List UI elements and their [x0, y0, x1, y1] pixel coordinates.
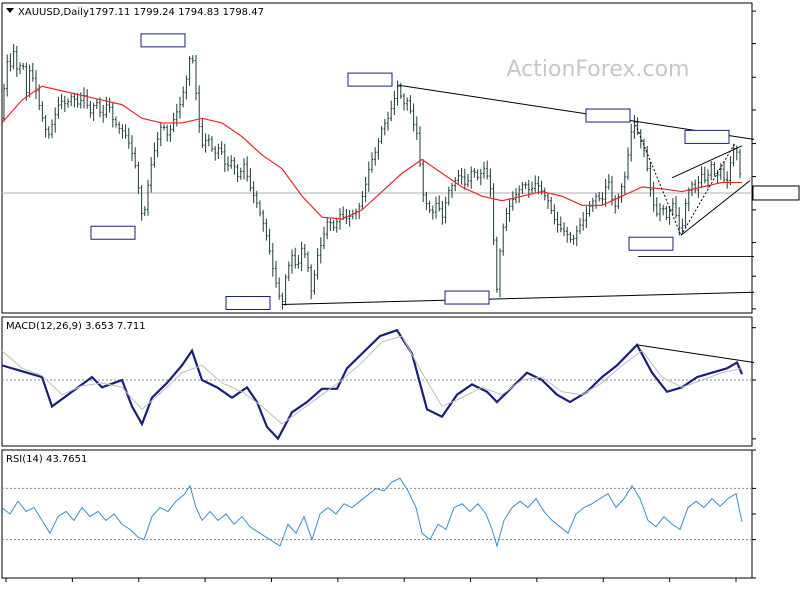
- panel-frame-0: [1, 2, 753, 314]
- rsi-line: [1, 477, 743, 548]
- axis-labels: [5, 10, 800, 582]
- macd-trendline: [636, 344, 755, 363]
- symbol-label: XAUUSD,Daily: [18, 7, 89, 18]
- fe-projection-line: [680, 142, 736, 236]
- peak-label-box: [444, 290, 490, 305]
- rsi-panel: [1, 477, 743, 548]
- peak-label-box: [347, 72, 393, 87]
- peak-label-box: [225, 295, 271, 310]
- peak-label-box: [140, 33, 186, 48]
- peak-label-box: [628, 236, 674, 251]
- price-panel: [1, 33, 755, 310]
- moving-average-line: [1, 85, 742, 220]
- ohlc-readout: 1797.11 1799.24 1794.83 1798.47: [89, 7, 264, 18]
- panel-frames: [1, 2, 753, 579]
- trendline-channel-bottom: [680, 180, 751, 236]
- chart-header: XAUUSD,Daily 1797.11 1799.24 1794.83 179…: [6, 7, 264, 18]
- signal-line: [1, 335, 743, 425]
- trendline-rising-support: [281, 291, 755, 305]
- peak-label-box: [585, 108, 631, 123]
- panel-frame-1: [1, 316, 753, 447]
- dropdown-arrow-icon[interactable]: [6, 8, 14, 13]
- panel-frame-2: [1, 449, 753, 579]
- watermark: ActionForex.com: [507, 57, 690, 82]
- macd-panel: [1, 328, 755, 441]
- peak-label-box: [684, 129, 730, 144]
- fe-projection-line: [633, 120, 682, 236]
- grid-lines: [2, 192, 752, 541]
- rsi-label: RSI(14) 43.7651: [6, 454, 87, 465]
- macd-label: MACD(12,26,9) 3.653 7.711: [6, 321, 146, 332]
- peak-label-box: [90, 225, 136, 240]
- macd-line: [1, 328, 744, 441]
- last-price-tag: [752, 185, 800, 201]
